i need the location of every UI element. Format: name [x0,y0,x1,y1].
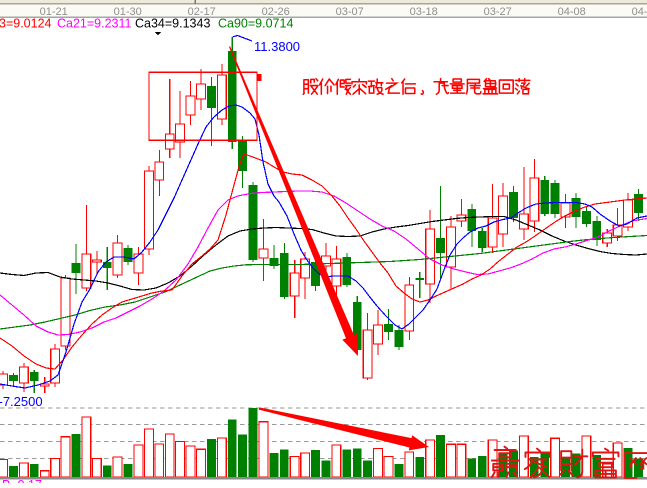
svg-text:02-17: 02-17 [188,6,216,18]
svg-text:01-30: 01-30 [114,6,142,18]
svg-text:3=9.0124: 3=9.0124 [0,17,52,31]
svg-text:01-21: 01-21 [40,6,68,18]
svg-text:04-1: 04-1 [632,6,647,18]
svg-text:02-26: 02-26 [262,6,290,18]
svg-text:11.3800: 11.3800 [254,39,300,54]
svg-text:Ca21=9.2311: Ca21=9.2311 [57,17,132,31]
svg-text:03-27: 03-27 [484,6,512,18]
svg-text:Ca34=9.1343: Ca34=9.1343 [135,17,210,31]
svg-text:B=9.17: B=9.17 [2,478,42,483]
svg-text:03-07: 03-07 [336,6,364,18]
svg-text:03-18: 03-18 [410,6,438,18]
svg-text:-7.2500: -7.2500 [0,394,43,409]
svg-text:04-08: 04-08 [558,6,586,18]
svg-text:Ca90=9.0714: Ca90=9.0714 [218,17,293,31]
